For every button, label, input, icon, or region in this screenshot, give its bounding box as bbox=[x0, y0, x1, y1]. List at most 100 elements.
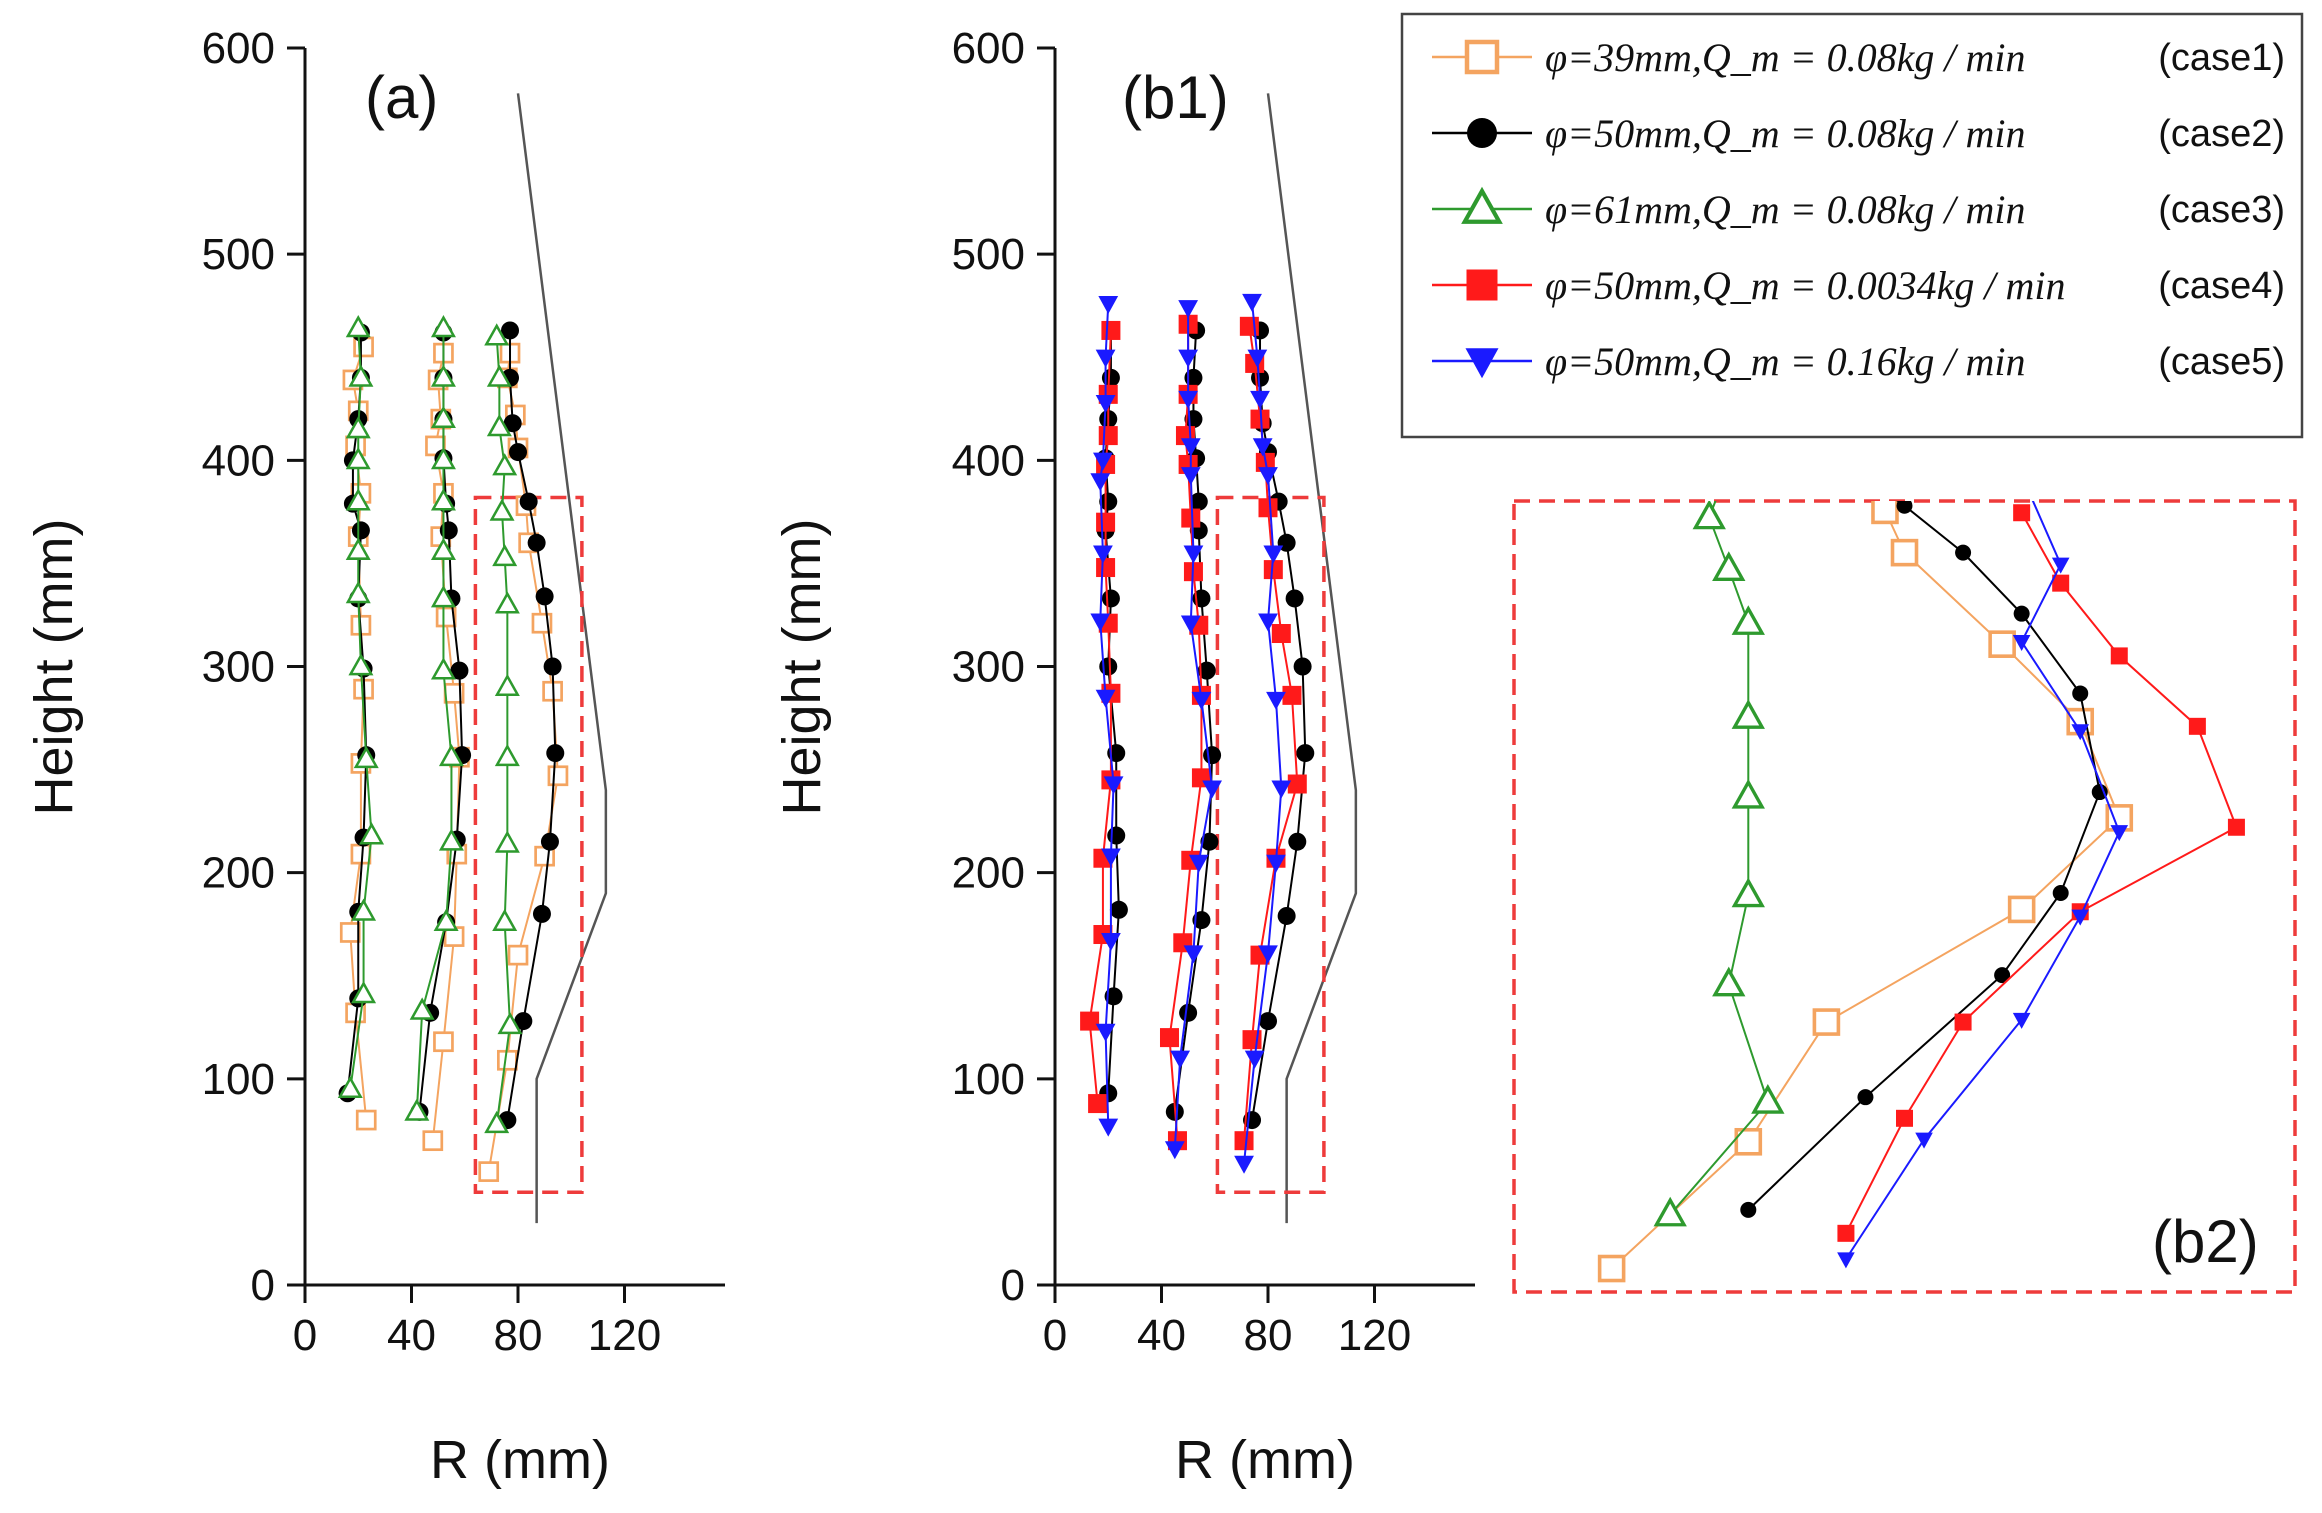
case3-point bbox=[486, 364, 512, 387]
case2-point bbox=[535, 587, 554, 606]
case5-point bbox=[1258, 613, 1278, 632]
y-tick-label: 200 bbox=[952, 849, 1025, 898]
case4-point bbox=[1271, 624, 1291, 644]
case5-point bbox=[2051, 557, 2070, 574]
case5-point bbox=[1093, 452, 1113, 471]
case5-point bbox=[1178, 390, 1199, 409]
case1-line bbox=[1610, 501, 2121, 1270]
y-axis-title: Height (mm) bbox=[24, 518, 84, 815]
case3-point bbox=[430, 585, 456, 608]
case5-point bbox=[1271, 780, 1292, 799]
panel-b2: (b2) bbox=[1512, 499, 2297, 1294]
x-tick-label: 40 bbox=[1137, 1311, 1186, 1360]
case3-point bbox=[486, 413, 512, 437]
case3-point bbox=[1731, 877, 1765, 908]
case3-point bbox=[489, 498, 515, 521]
case4-point bbox=[2188, 717, 2206, 735]
case3-point bbox=[345, 416, 371, 439]
case1-point bbox=[422, 1130, 444, 1152]
case5-point bbox=[1095, 394, 1116, 413]
case5-point bbox=[1095, 1023, 1116, 1042]
case1-legend-case: (case1) bbox=[2158, 37, 2285, 79]
case2-point bbox=[1099, 492, 1118, 511]
case2-line bbox=[1747, 501, 2101, 1211]
case2-point bbox=[1109, 900, 1128, 919]
case2-point bbox=[1277, 906, 1296, 925]
case3-point bbox=[1731, 605, 1765, 635]
case3-point bbox=[484, 1110, 510, 1134]
case3-point bbox=[438, 828, 464, 851]
case5-point bbox=[1183, 945, 1204, 964]
case5-point bbox=[1242, 293, 1262, 312]
case5-point bbox=[1164, 1141, 1185, 1160]
case5-point bbox=[1098, 1118, 1119, 1137]
y-tick-label: 100 bbox=[202, 1055, 275, 1104]
case5-point bbox=[1090, 613, 1111, 632]
case4-point bbox=[1088, 1094, 1108, 1114]
case3-point bbox=[1653, 1196, 1687, 1227]
case3-point bbox=[345, 488, 371, 511]
y-tick-label: 0 bbox=[1001, 1261, 1025, 1310]
case3-point bbox=[359, 822, 385, 845]
case1-point bbox=[478, 1161, 500, 1182]
case3-point bbox=[1731, 778, 1765, 809]
case5-point bbox=[1191, 691, 1212, 710]
case2-point bbox=[1203, 746, 1222, 765]
case5-point bbox=[1258, 945, 1278, 964]
case5-inset-group bbox=[1837, 501, 2129, 1269]
case2-point bbox=[1197, 661, 1216, 680]
case5-point bbox=[1101, 848, 1121, 867]
case2-point bbox=[1293, 657, 1312, 676]
case5-point bbox=[1263, 545, 1284, 564]
case4-point bbox=[2110, 647, 2128, 665]
case4-legend-case: (case4) bbox=[2158, 265, 2285, 307]
case5-legend-label: φ=50mm,Q_m = 0.16kg / min bbox=[1545, 339, 2026, 384]
case4-point bbox=[1080, 1011, 1100, 1031]
case3-point bbox=[1692, 501, 1726, 530]
case3-point bbox=[430, 405, 456, 429]
case4-point bbox=[1096, 512, 1116, 532]
legend-box bbox=[1400, 12, 2304, 439]
y-ticks: 0 100 200 300 400 500 600 bbox=[202, 24, 305, 1310]
case5-point bbox=[1178, 349, 1199, 368]
y-tick-label: 600 bbox=[202, 24, 275, 73]
case3-point bbox=[494, 591, 520, 614]
case5-point bbox=[1247, 349, 1268, 368]
case4-point bbox=[1101, 320, 1121, 340]
case3-point bbox=[430, 446, 456, 470]
case1-point bbox=[350, 843, 372, 865]
case2-point bbox=[540, 832, 559, 851]
x-axis-title: R (mm) bbox=[1175, 1430, 1355, 1490]
case2-point bbox=[527, 533, 546, 552]
case3-point bbox=[1712, 551, 1746, 581]
case5-point bbox=[1095, 689, 1116, 708]
case1-point bbox=[1871, 501, 1899, 525]
y-tick-label: 100 bbox=[952, 1055, 1025, 1104]
case3-point bbox=[1731, 699, 1765, 729]
case1-point bbox=[547, 765, 569, 787]
case5-point bbox=[1183, 545, 1204, 564]
case5-point bbox=[1098, 295, 1119, 314]
case2-point bbox=[1179, 1003, 1198, 1022]
case5-point bbox=[1180, 615, 1201, 634]
case1-point bbox=[339, 922, 361, 943]
case3-point bbox=[494, 743, 520, 767]
case5-point bbox=[1266, 691, 1286, 710]
case4-point bbox=[1954, 1013, 1972, 1031]
case2-inset-group bbox=[1740, 501, 2108, 1218]
case2-legend-marker bbox=[1467, 118, 1497, 148]
case3-point bbox=[404, 1098, 430, 1121]
case2-point bbox=[1955, 544, 1972, 561]
case4-point bbox=[2013, 504, 2031, 522]
inset-frame bbox=[1512, 499, 2297, 1294]
series-group bbox=[337, 315, 569, 1182]
panel-label-b1: (b1) bbox=[1122, 64, 1229, 131]
case2-point bbox=[509, 443, 527, 462]
case5-point bbox=[2110, 825, 2129, 842]
case4-point bbox=[2052, 574, 2070, 592]
x-ticks: 0 40 80 120 bbox=[293, 1285, 661, 1360]
case1-legend-label: φ=39mm,Q_m = 0.08kg / min bbox=[1545, 35, 2026, 80]
case5-point bbox=[1170, 1050, 1191, 1069]
y-axis-title: Height (mm) bbox=[772, 518, 832, 815]
